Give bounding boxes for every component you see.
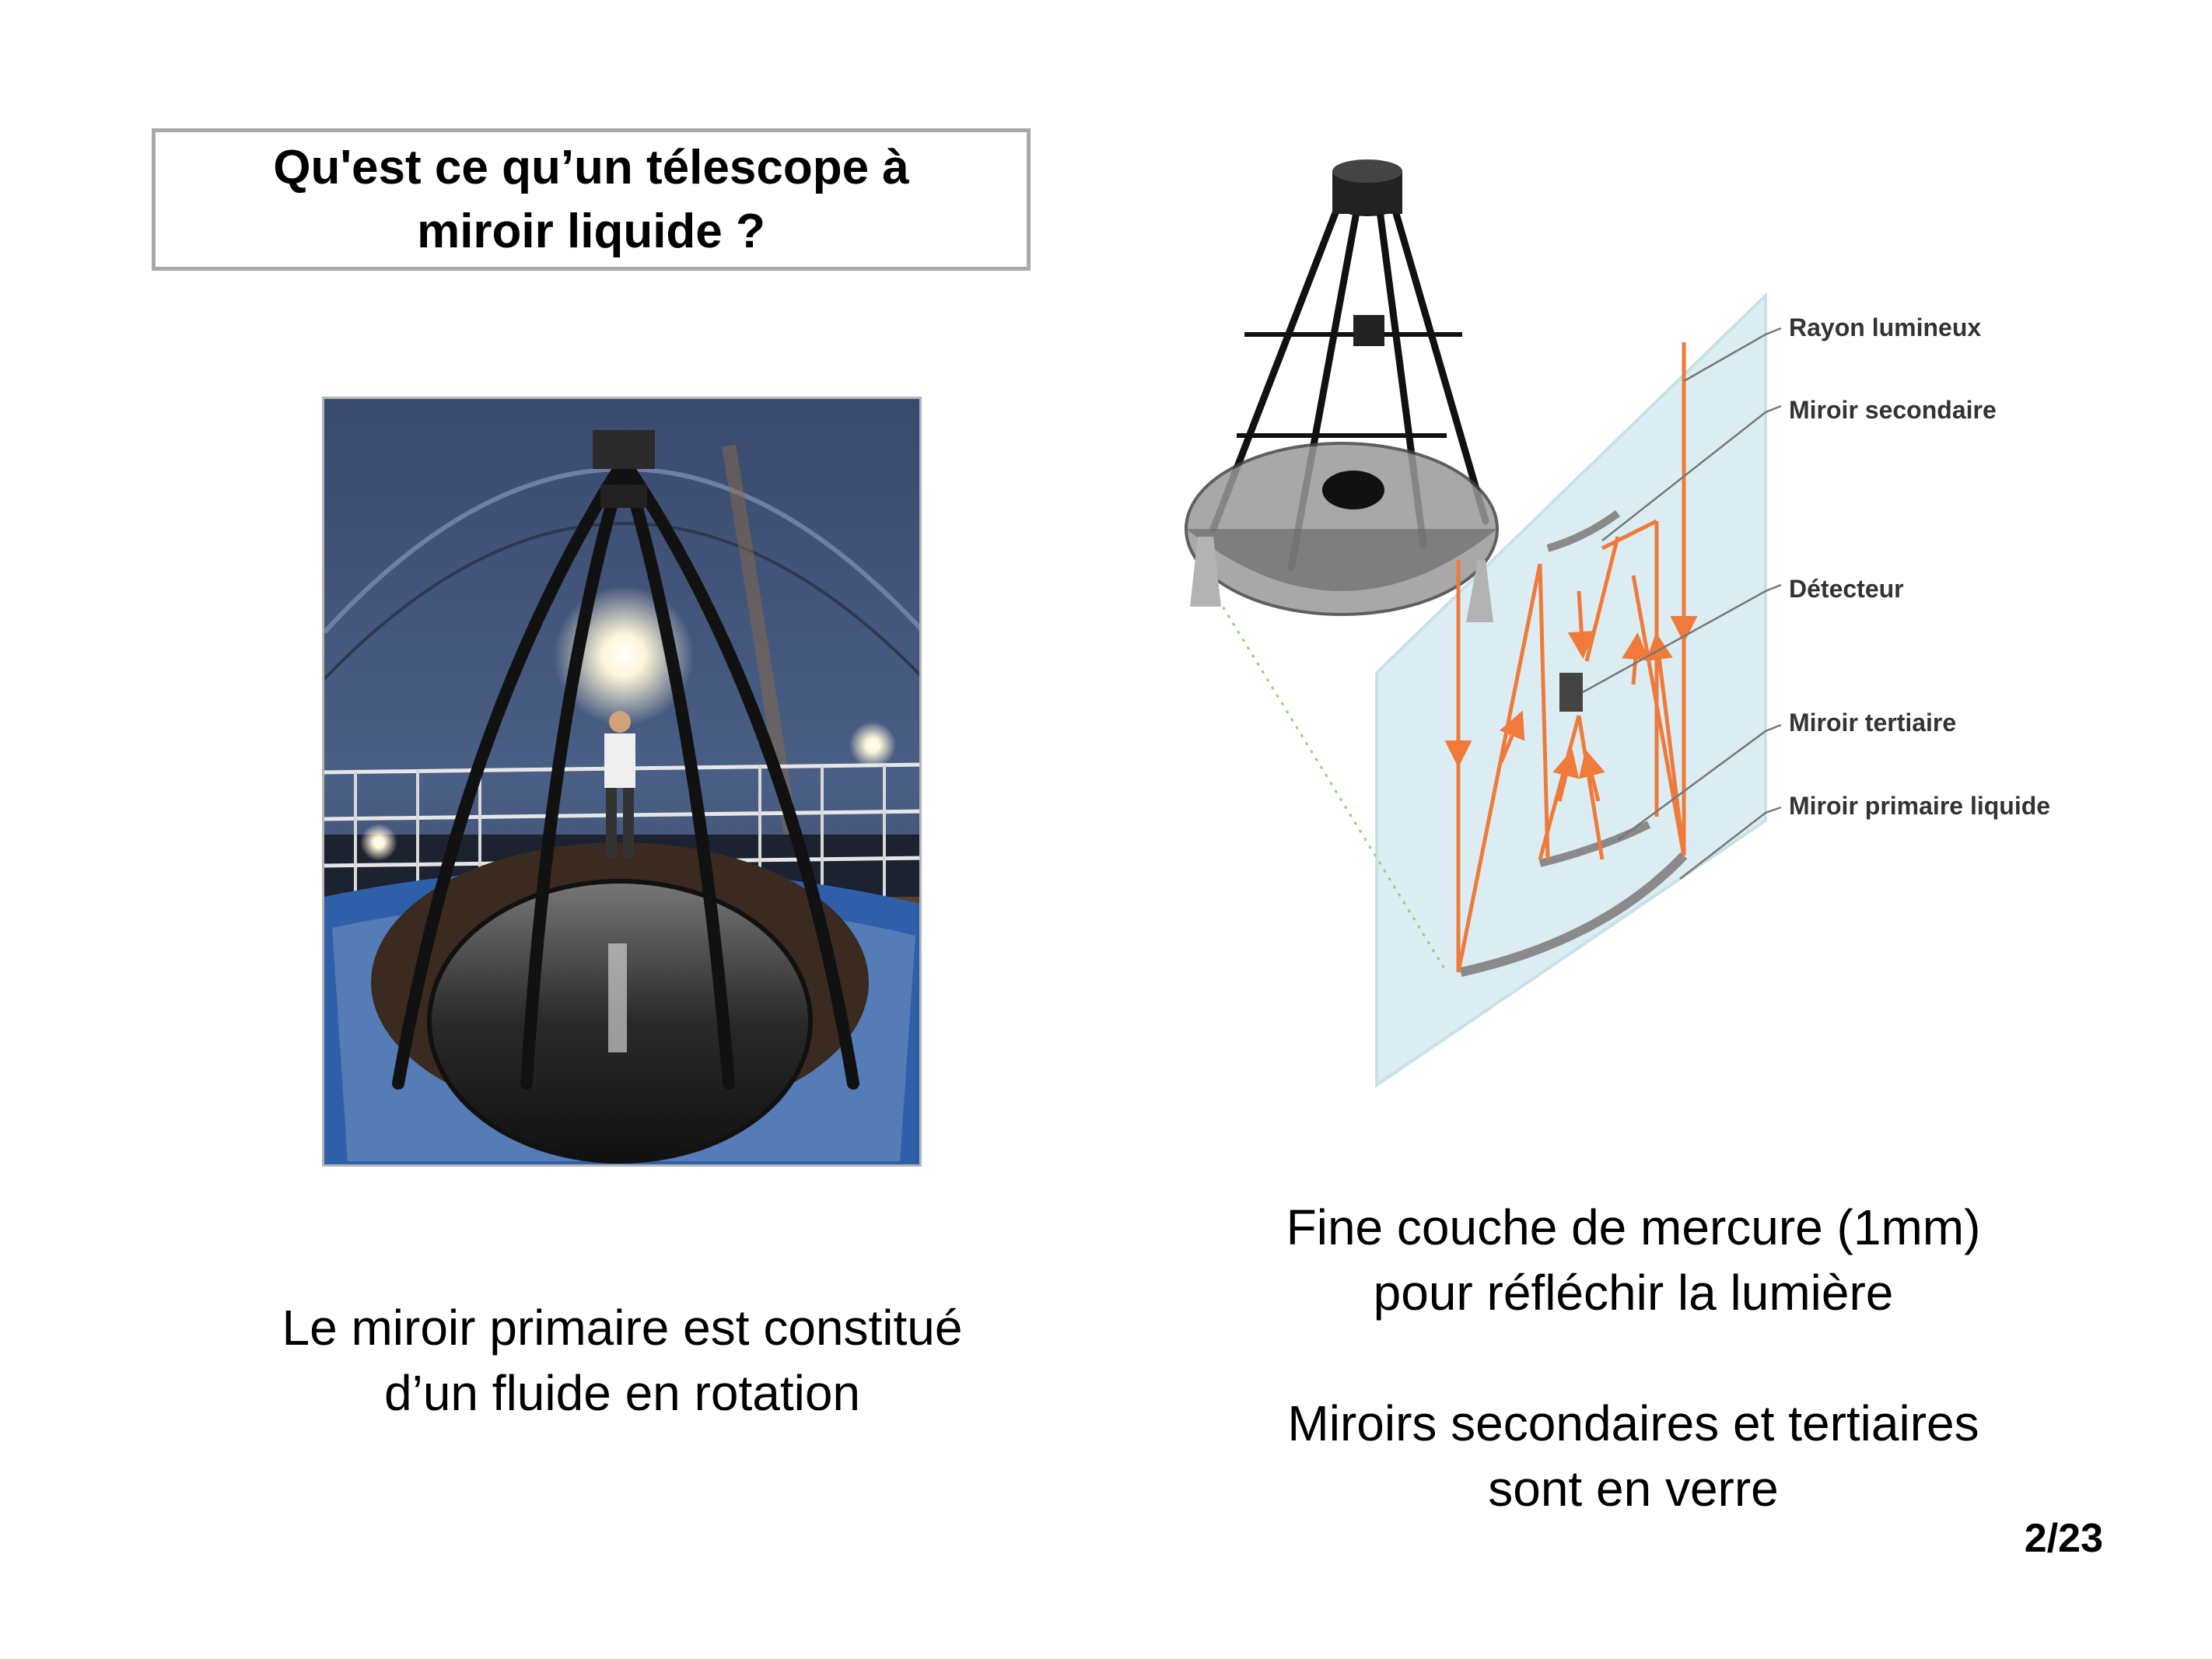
mirror-primaire (1459, 852, 1688, 977)
detector-box (1559, 673, 1583, 712)
telescope-photo (322, 397, 922, 1167)
caption-left-line-1: Le miroir primaire est constitué (282, 1300, 963, 1356)
caption-right-2-line-2: sont en verre (1488, 1461, 1779, 1517)
caption-right-1-line-2: pour réfléchir la lumière (1373, 1265, 1894, 1321)
label-detecteur: Détecteur (1789, 575, 1904, 603)
telescope-photo-drawing (324, 399, 919, 1164)
caption-right-1-line-1: Fine couche de mercure (1mm) (1286, 1199, 1981, 1255)
label-miroir-tertiaire: Miroir tertiaire (1789, 709, 1956, 737)
label-miroir-primaire: Miroir primaire liquide (1789, 792, 2050, 820)
mirror-secondaire (1546, 509, 1620, 552)
title-line-2: miroir liquide ? (417, 204, 765, 258)
caption-right-glass: Miroirs secondaires et tertiaires sont e… (1198, 1391, 2069, 1521)
caption-left-line-2: d’un fluide en rotation (384, 1365, 860, 1421)
title-box: Qu'est ce qu’un télescope à miroir liqui… (152, 128, 1031, 271)
title-line-1: Qu'est ce qu’un télescope à (273, 140, 909, 194)
telescope-diagram: Rayon lumineux Miroir secondaire Détecte… (1167, 156, 2100, 1112)
diagram-drawing: Rayon lumineux Miroir secondaire Détecte… (1185, 159, 2050, 1088)
label-miroir-secondaire: Miroir secondaire (1789, 396, 1997, 424)
page-number: 2/23 (2024, 1516, 2103, 1561)
label-rayon-lumineux: Rayon lumineux (1789, 313, 1981, 341)
caption-right-2-line-1: Miroirs secondaires et tertiaires (1287, 1395, 1979, 1451)
slide-title: Qu'est ce qu’un télescope à miroir liqui… (273, 136, 909, 264)
caption-left: Le miroir primaire est constitué d’un fl… (187, 1295, 1058, 1426)
caption-right-mercury: Fine couche de mercure (1mm) pour réfléc… (1198, 1195, 2069, 1325)
